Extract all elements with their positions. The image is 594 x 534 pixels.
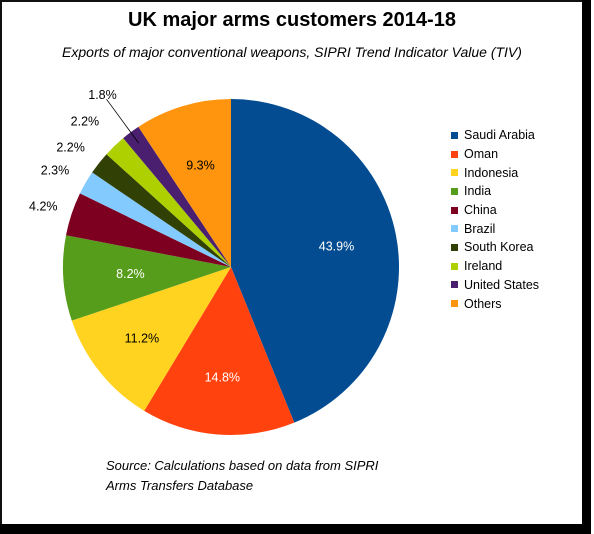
source-line-1: Source: Calculations based on data from …: [106, 458, 379, 473]
legend-label: India: [464, 184, 492, 199]
leader-line-united-states: [106, 98, 140, 144]
legend-swatch: [451, 150, 458, 158]
legend-label: Saudi Arabia: [464, 128, 535, 143]
pie-label-indonesia: 11.2%: [125, 332, 160, 346]
pie-label-saudi-arabia: 43.9%: [319, 239, 354, 253]
legend-swatch: [451, 225, 458, 233]
pie-slice-oman: [144, 267, 295, 436]
legend-item-indonesia: Indonesia: [451, 163, 539, 182]
frame-border-bottom: [0, 524, 591, 534]
pie-slice-south-korea: [92, 154, 231, 267]
legend-swatch: [451, 262, 458, 270]
legend-item-ireland: Ireland: [451, 257, 539, 276]
legend-label: China: [464, 203, 497, 218]
pie-label-ireland: 2.2%: [71, 114, 100, 128]
legend-swatch: [451, 300, 458, 308]
legend-label: South Korea: [464, 240, 534, 255]
pie-label-india: 8.2%: [116, 267, 145, 281]
pie-label-south-korea: 2.2%: [56, 140, 85, 154]
legend-swatch: [451, 187, 458, 195]
legend-item-china: China: [451, 201, 539, 220]
pie-label-oman: 14.8%: [205, 371, 240, 385]
chart-title: UK major arms customers 2014-18: [128, 9, 456, 31]
legend-label: Ireland: [464, 259, 503, 274]
frame-border-left: [0, 0, 2, 526]
legend-swatch: [451, 131, 458, 139]
legend-swatch: [451, 281, 458, 289]
legend-item-united-states: United States: [451, 276, 539, 295]
legend-label: Oman: [464, 147, 499, 162]
pie-slice-china: [66, 193, 232, 267]
legend-label: Others: [464, 296, 502, 311]
legend-label: United States: [464, 277, 540, 292]
chart-subtitle: Exports of major conventional weapons, S…: [62, 44, 522, 60]
pie-label-others: 9.3%: [186, 159, 215, 173]
pie-slice-india: [63, 235, 232, 321]
frame-border-right: [582, 0, 591, 534]
source-line-2: Arms Transfers Database: [106, 478, 254, 493]
pie-slice-saudi-arabia: [231, 99, 400, 423]
pie-slice-united-states: [123, 126, 231, 267]
chart-legend: Saudi Arabia Oman Indonesia India China Brazi…: [451, 126, 539, 313]
legend-swatch: [451, 206, 458, 214]
legend-item-south-korea: South Korea: [451, 238, 539, 257]
pie-label-brazil: 2.3%: [41, 163, 70, 177]
legend-item-saudi-arabia: Saudi Arabia: [451, 126, 539, 145]
legend-swatch: [451, 243, 458, 251]
pie-slice-ireland: [106, 138, 231, 267]
pie-slice-indonesia: [71, 267, 231, 411]
legend-item-oman: Oman: [451, 145, 539, 164]
pie-label-china: 4.2%: [29, 199, 58, 213]
pie-slice-others: [138, 99, 231, 267]
pie-slice-brazil: [79, 172, 231, 267]
frame-border-top: [0, 0, 584, 2]
source-note: Source: Calculations based on data from …: [106, 456, 378, 496]
legend-item-others: Others: [451, 294, 539, 313]
legend-swatch: [451, 169, 458, 177]
legend-label: Indonesia: [464, 165, 519, 180]
legend-item-brazil: Brazil: [451, 219, 539, 238]
legend-item-india: India: [451, 182, 539, 201]
legend-label: Brazil: [464, 221, 496, 236]
pie-label-united-states: 1.8%: [88, 88, 117, 102]
